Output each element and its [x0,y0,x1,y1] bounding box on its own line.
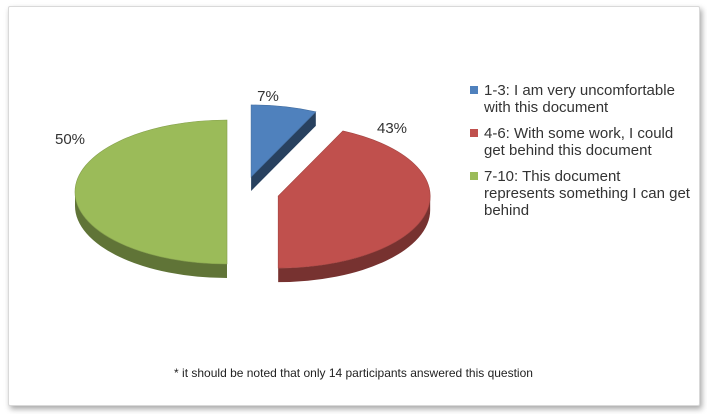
legend-label-1-3: 1-3: I am very uncomfortable with this d… [484,82,675,116]
legend-item-7-10: 7-10: This document represents something… [470,168,695,219]
legend-item-1-3: 1-3: I am very uncomfortable with this d… [470,82,695,116]
legend: 1-3: I am very uncomfortable with this d… [470,82,695,228]
pie-slice-face-7pct-1 [251,111,316,191]
pie-label-50pct: 50% [55,131,85,148]
legend-label-4-6: 4-6: With some work, I could get behind … [484,125,674,159]
pie-label-7pct: 7% [257,88,279,105]
legend-label-7-10: 7-10: This document represents something… [484,168,690,219]
pie-slice-side-50pct [75,192,227,278]
pie-slice-50pct [74,119,228,265]
pie-slice-7pct [250,104,317,178]
pie-label-43pct: 43% [377,120,407,137]
legend-swatch-red [470,129,478,137]
footnote: * it should be noted that only 14 partic… [174,366,533,380]
pie-slice-43pct [277,130,431,269]
legend-swatch-blue [470,86,478,94]
legend-swatch-green [470,172,478,180]
pie-slice-side-43pct [278,196,431,283]
legend-item-4-6: 4-6: With some work, I could get behind … [470,125,695,159]
